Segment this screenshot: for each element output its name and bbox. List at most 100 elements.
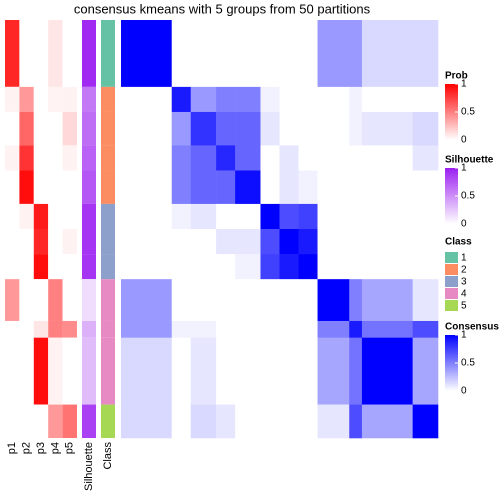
consensus-cell (361, 203, 413, 230)
class-cell (101, 203, 115, 229)
consensus-cell (298, 229, 318, 255)
consensus-cell (121, 404, 173, 439)
consensus-cell (412, 203, 439, 230)
consensus-cell (260, 170, 280, 205)
prob-cell (33, 111, 49, 146)
legend-swatch (445, 264, 458, 275)
prob-cell (48, 279, 63, 321)
colorbar (445, 84, 458, 140)
silhouette-cell (82, 337, 96, 405)
legend-swatch (445, 300, 458, 311)
consensus-cell (279, 203, 299, 230)
consensus-cell (361, 86, 413, 113)
consensus-cell (216, 111, 236, 146)
consensus-cell (361, 170, 413, 205)
consensus-cell (121, 320, 173, 338)
consensus-cell (190, 254, 217, 280)
silhouette-cell (82, 203, 96, 229)
consensus-cell (412, 229, 439, 255)
class-cell (101, 111, 115, 146)
prob-cell (62, 404, 77, 438)
class-cell (101, 320, 115, 338)
prob-cell (5, 404, 20, 438)
consensus-cell (279, 337, 299, 405)
consensus-cell (216, 254, 236, 280)
legend-label: 2 (461, 265, 467, 276)
consensus-cell (412, 145, 439, 171)
colorbar-tick-label: 0 (461, 135, 467, 146)
prob-cell (62, 170, 77, 204)
consensus-cell (190, 229, 217, 255)
silhouette-cell (82, 111, 96, 146)
consensus-cell (349, 20, 363, 88)
legend-title: Prob (445, 71, 468, 82)
class-cell (101, 254, 115, 280)
consensus-cell (235, 229, 261, 255)
prob-cell (33, 320, 49, 338)
legend-title: Silhouette (445, 155, 494, 166)
prob-cell (19, 279, 34, 321)
silhouette-cell (82, 229, 96, 255)
consensus-cell (216, 203, 236, 230)
prob-cell (48, 111, 63, 146)
consensus-cell (171, 203, 192, 230)
prob-cell (5, 145, 20, 171)
prob-cell (33, 86, 49, 112)
consensus-cell (361, 254, 413, 280)
colorbar-tick-label: 0 (461, 386, 467, 397)
consensus-cell (235, 337, 261, 405)
column-label: p1 (6, 442, 18, 454)
legend-label: 5 (461, 301, 467, 312)
consensus-cell (190, 86, 217, 113)
consensus-cell (317, 203, 350, 230)
prob-cell (48, 229, 63, 255)
prob-cell (62, 20, 77, 87)
consensus-cell (260, 320, 280, 338)
consensus-cell (171, 337, 192, 405)
consensus-cell (279, 320, 299, 338)
consensus-cell (260, 145, 280, 171)
column-label: p4 (49, 442, 61, 454)
consensus-cell (235, 20, 261, 88)
prob-cell (19, 229, 34, 255)
consensus-cell (317, 320, 350, 338)
consensus-cell (412, 279, 439, 322)
prob-cell (48, 320, 63, 338)
consensus-cell (235, 279, 261, 322)
prob-cell (19, 20, 34, 87)
consensus-cell (279, 86, 299, 113)
prob-cell (5, 111, 20, 146)
consensus-cell (279, 170, 299, 205)
prob-cell (5, 170, 20, 204)
consensus-cell (361, 337, 413, 405)
consensus-cell (317, 279, 350, 322)
silhouette-cell (82, 20, 96, 87)
consensus-cell (298, 320, 318, 338)
consensus-cell (298, 20, 318, 88)
consensus-cell (349, 254, 363, 280)
legend-swatch (445, 252, 458, 263)
consensus-cell (279, 229, 299, 255)
consensus-cell (349, 320, 363, 338)
consensus-cell (190, 170, 217, 205)
consensus-cell (260, 404, 280, 439)
column-label: Silhouette (83, 442, 95, 491)
prob-cell (5, 254, 20, 280)
consensus-cell (171, 254, 192, 280)
column-label: p5 (64, 442, 76, 454)
consensus-cell (349, 229, 363, 255)
consensus-cell (190, 404, 217, 439)
consensus-cell (298, 111, 318, 146)
consensus-cell (171, 145, 192, 171)
consensus-cell (121, 170, 173, 205)
prob-cell (5, 20, 20, 87)
colorbar-tick-label: 1 (461, 163, 467, 174)
prob-cell (62, 203, 77, 229)
consensus-cell (317, 111, 350, 146)
legend-title: Class (445, 237, 472, 248)
consensus-cell (260, 229, 280, 255)
prob-cell (5, 320, 20, 338)
prob-cell (48, 404, 63, 438)
consensus-cell (235, 86, 261, 113)
consensus-cell (361, 111, 413, 146)
